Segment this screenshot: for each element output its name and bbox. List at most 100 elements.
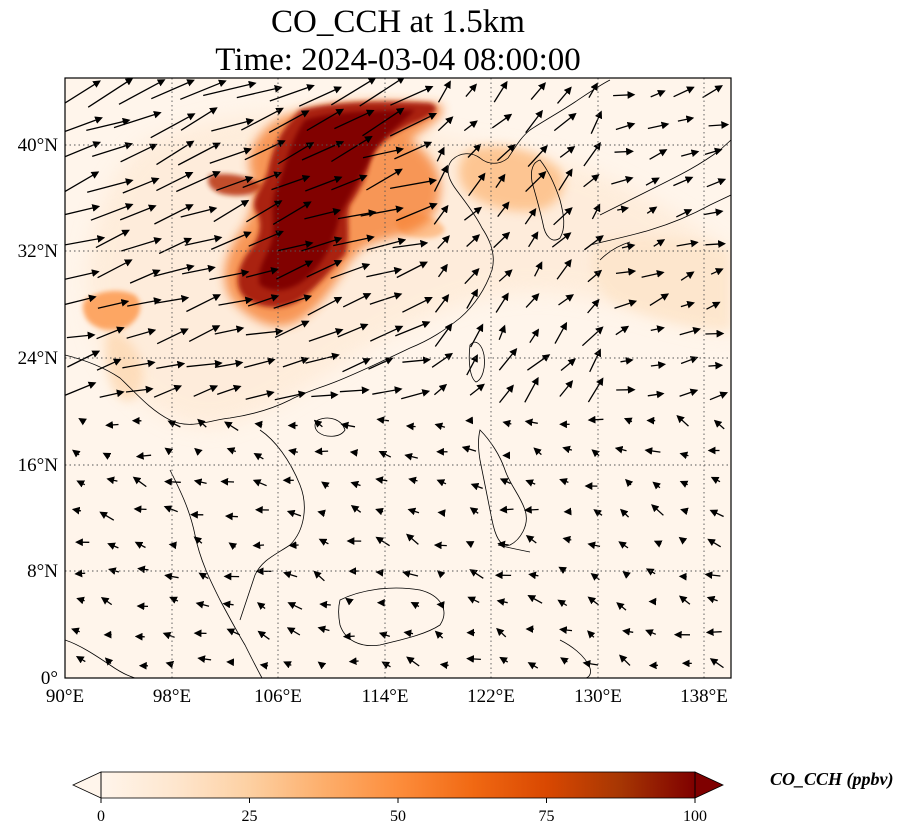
wind-arrow — [151, 79, 195, 100]
wind-arrow — [277, 142, 315, 165]
wind-arrow — [134, 541, 146, 549]
wind-arrow — [177, 142, 221, 166]
wind-arrow — [76, 596, 85, 605]
wind-arrow — [186, 294, 222, 313]
wind-arrow — [210, 231, 252, 250]
wind-arrow — [153, 263, 195, 277]
wind-arrow — [203, 80, 257, 97]
wind-arrow — [269, 84, 315, 102]
wind-arrow — [342, 632, 355, 641]
wind-arrow — [466, 354, 478, 376]
wind-arrow — [525, 293, 540, 308]
wind-arrow — [406, 656, 420, 667]
wind-arrow — [106, 476, 118, 485]
wind-arrow — [195, 600, 210, 609]
wind-arrow — [704, 147, 723, 156]
wind-arrow — [71, 627, 80, 635]
wind-arrow — [553, 112, 577, 132]
wind-arrow — [209, 269, 250, 281]
wind-arrow — [713, 419, 725, 430]
wind-arrow — [498, 324, 506, 340]
wind-arrow — [360, 205, 404, 217]
wind-arrow — [679, 327, 701, 336]
wind-arrow — [305, 175, 343, 192]
wind-arrow — [213, 199, 250, 223]
wind-arrow — [466, 288, 478, 309]
wind-arrow — [126, 328, 157, 339]
wind-arrow — [209, 147, 252, 164]
wind-arrow — [193, 536, 203, 545]
wind-arrow — [188, 325, 221, 342]
wind-arrow — [246, 200, 283, 223]
wind-arrow — [407, 507, 420, 516]
wind-arrow — [437, 235, 450, 249]
borneo-coastline — [338, 587, 445, 647]
wind-arrow — [680, 300, 695, 309]
wind-arrow — [226, 628, 241, 636]
wind-arrow — [65, 235, 106, 246]
lat-tick-label: 8°N — [27, 561, 58, 582]
wind-arrow — [97, 299, 130, 309]
wind-arrow — [305, 352, 340, 364]
lat-tick-label: 32°N — [18, 241, 59, 262]
wind-arrow — [524, 376, 539, 403]
wind-arrow — [395, 320, 431, 337]
wind-arrow — [180, 107, 218, 131]
wind-arrow — [78, 417, 87, 426]
wind-arrow — [378, 451, 392, 458]
lat-tick-label: 0° — [41, 668, 58, 689]
wind-arrow — [366, 237, 407, 251]
wind-arrow — [587, 415, 604, 424]
wind-arrow — [156, 140, 195, 166]
sulawesi-coastline — [559, 639, 591, 678]
wind-arrow — [318, 538, 329, 546]
wind-arrow — [708, 121, 730, 129]
lon-tick-label: 138°E — [680, 686, 728, 707]
wind-arrow — [176, 171, 221, 193]
wind-arrow — [257, 630, 270, 640]
wind-arrow — [331, 174, 368, 191]
wind-arrow — [65, 80, 101, 104]
wind-arrow — [470, 323, 484, 348]
wind-arrow — [319, 600, 331, 609]
wind-arrow — [349, 449, 359, 457]
wind-arrow — [502, 419, 512, 428]
wind-arrow — [317, 509, 326, 518]
wind-arrow — [298, 86, 342, 107]
wind-arrow — [558, 168, 573, 191]
wind-arrow — [499, 505, 514, 514]
wind-arrow — [72, 449, 81, 458]
wind-arrow — [641, 269, 665, 278]
wind-arrow — [436, 479, 447, 487]
lat-tick-labels: 0° 8°N 16°N 24°N 32°N 40°N — [18, 135, 59, 689]
wind-arrow — [469, 569, 484, 579]
wind-arrow — [559, 380, 574, 397]
wind-arrow — [493, 231, 511, 249]
wind-arrow — [339, 386, 370, 395]
wind-arrow — [464, 206, 483, 221]
wind-arrow — [523, 505, 539, 514]
wind-arrow — [65, 204, 101, 216]
lon-tick-label: 122°E — [467, 686, 515, 707]
wind-arrow — [464, 267, 480, 285]
wind-arrow — [468, 172, 486, 197]
wind-arrow — [132, 476, 147, 488]
lon-tick-label: 90°E — [46, 686, 84, 707]
map-area — [65, 78, 731, 678]
wind-arrow — [65, 171, 100, 193]
wind-arrow — [706, 301, 721, 310]
wind-arrow — [153, 384, 182, 398]
wind-arrow — [649, 293, 670, 306]
wind-arrow — [392, 239, 429, 249]
wind-arrow — [389, 177, 438, 190]
wind-arrow — [87, 178, 134, 193]
wind-arrow — [381, 661, 391, 669]
gridlines — [65, 78, 731, 678]
wind-arrow — [337, 209, 377, 220]
wind-arrow — [274, 320, 310, 338]
wind-arrow — [214, 325, 245, 335]
wind-arrow — [164, 447, 174, 456]
wind-arrow — [529, 328, 540, 344]
wind-arrow — [248, 230, 284, 247]
lon-tick-labels: 90°E 98°E 106°E 114°E 122°E 130°E 138°E — [46, 686, 728, 707]
